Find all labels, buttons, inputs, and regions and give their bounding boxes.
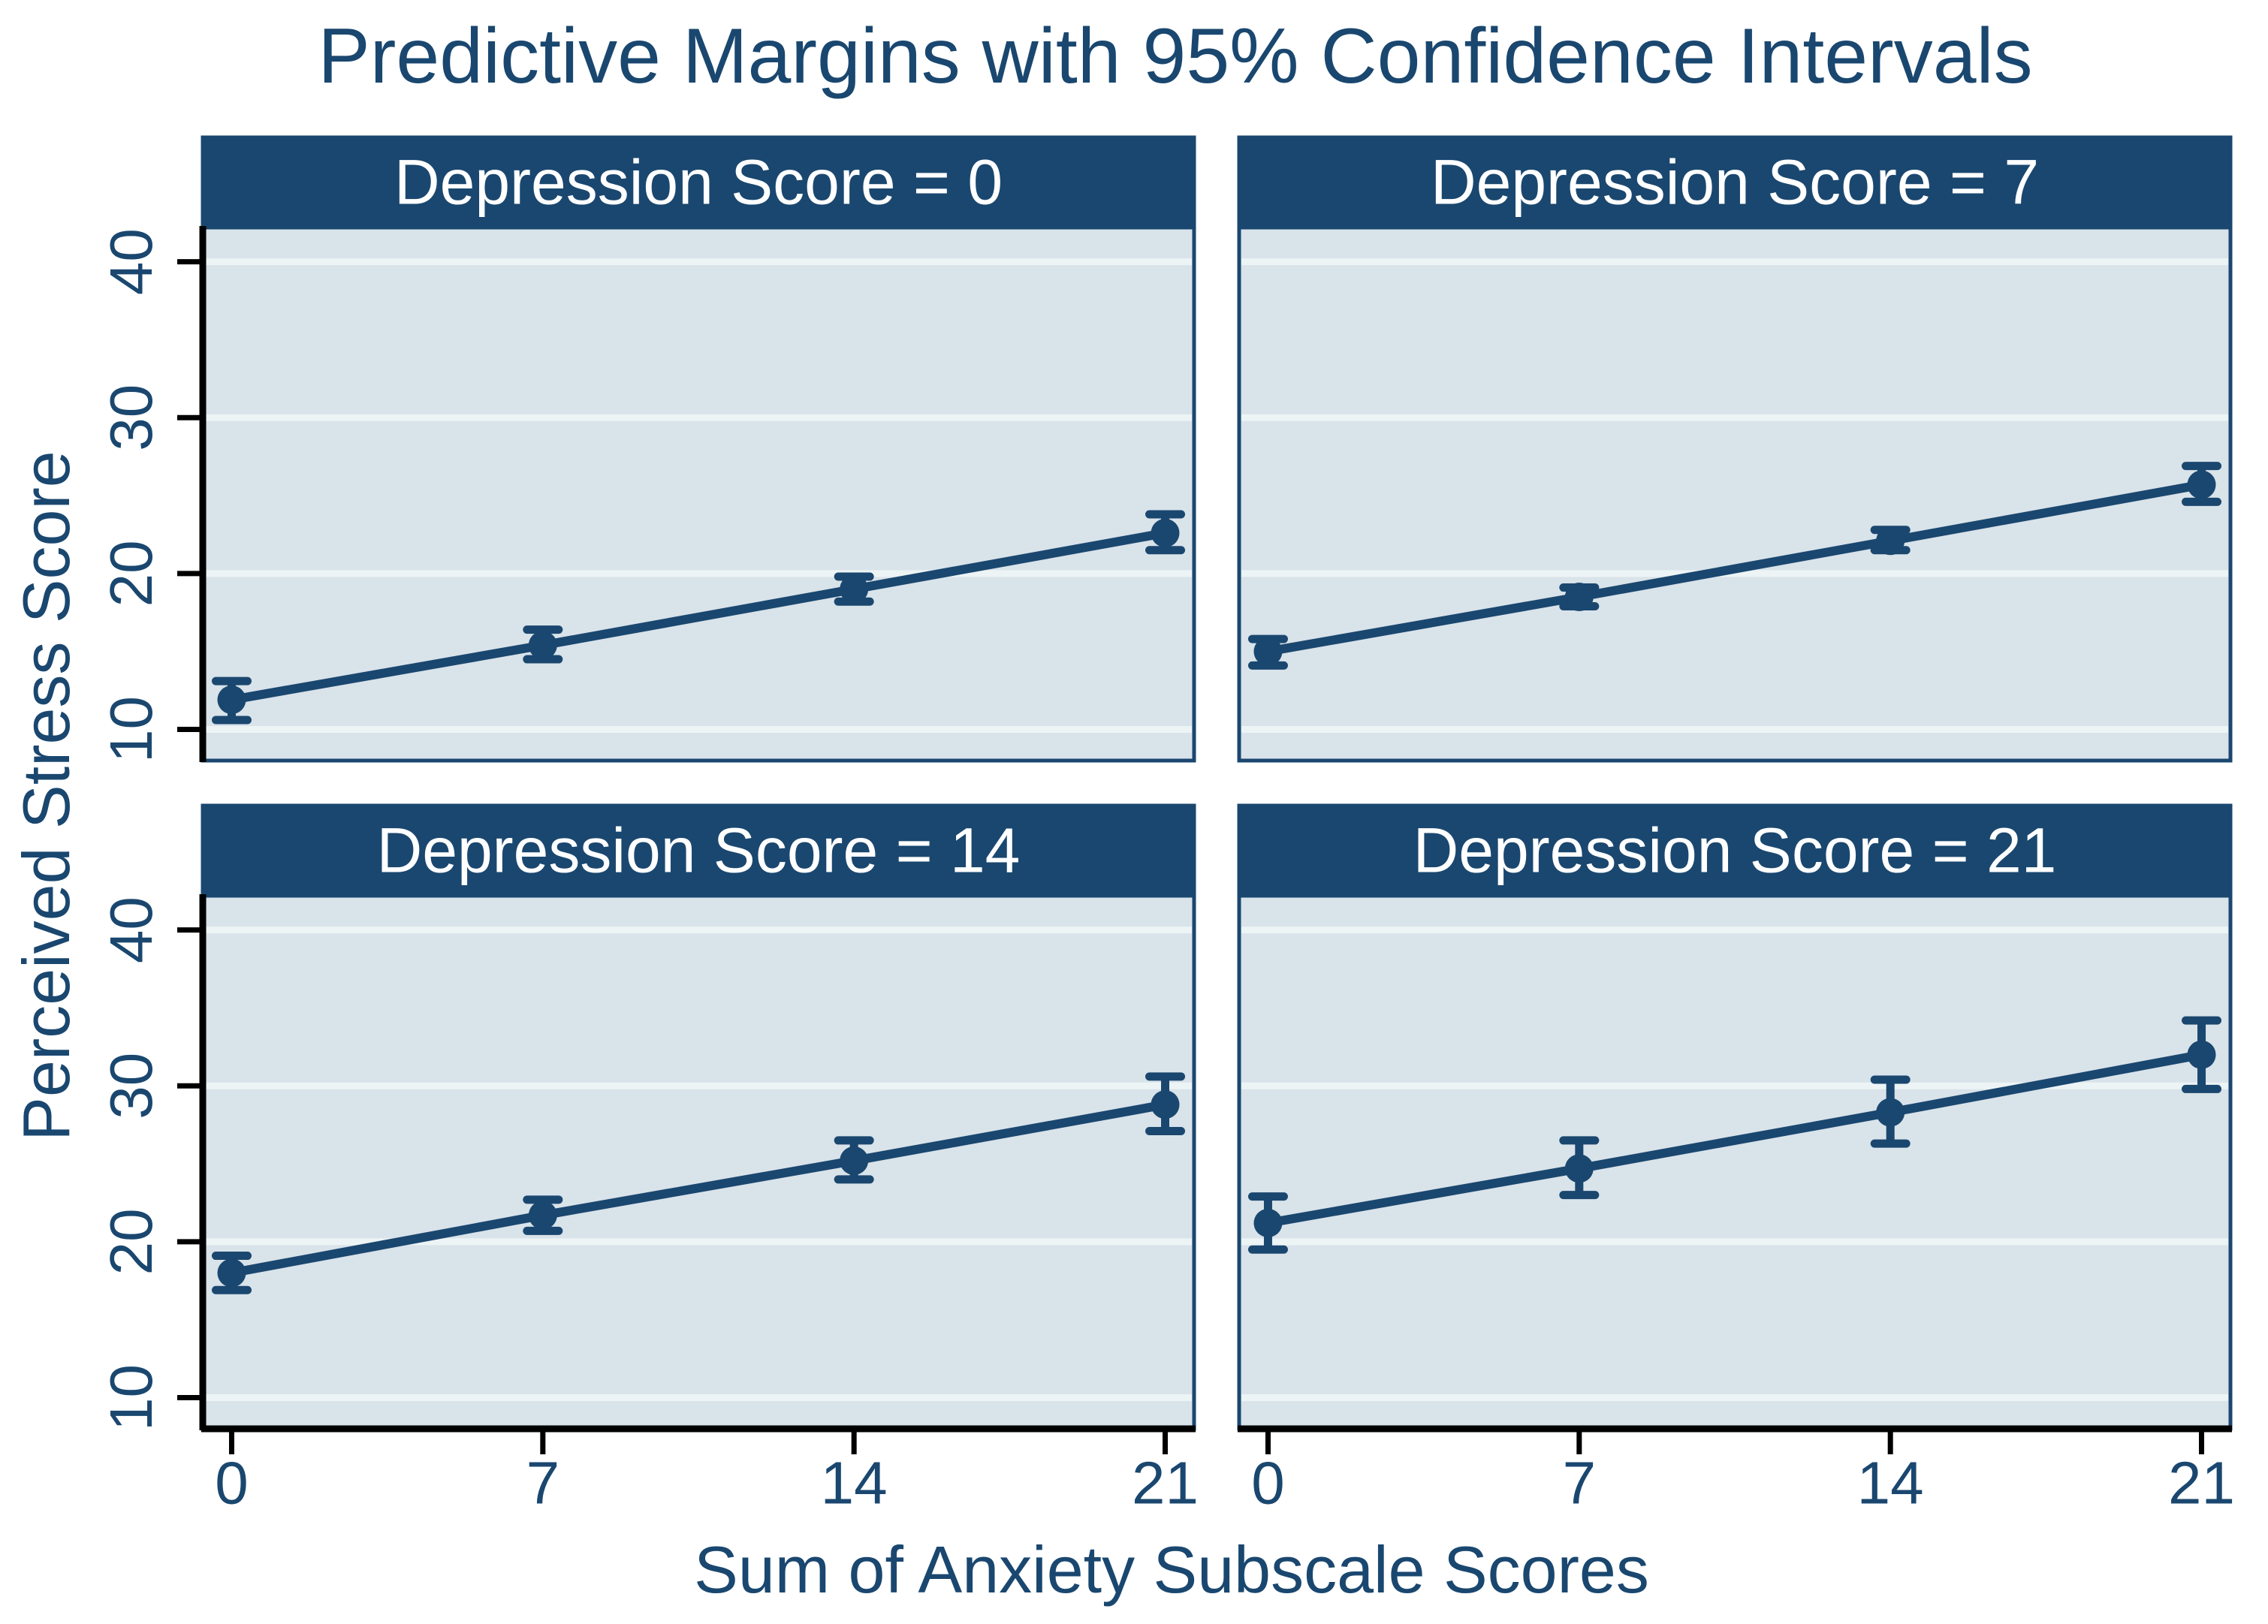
x-tick-label: 14 [1857,1450,1924,1517]
y-tick-label: 30 [98,384,164,451]
data-point [1876,526,1905,556]
panel-header-label: Depression Score = 14 [377,815,1021,886]
margin-line [231,528,1166,704]
panel-header [1239,806,2230,896]
chart-title: Predictive Margins with 95% Confidence I… [318,13,2033,100]
panel-3: Depression Score = 21 0 7 14 21 [1237,803,2235,1517]
panel-header-label: Depression Score = 7 [1431,147,2039,218]
y-axis-label-text: Perceived Stress Score [9,450,83,1141]
x-tick-label: 0 [215,1450,249,1517]
data-point [1253,637,1283,666]
panel-0: Depression Score = 0 10 20 30 40 [98,135,1196,763]
plot-area [1239,227,2230,761]
data-point [217,1258,246,1288]
data-point [528,1201,557,1230]
panel-header [203,806,1194,896]
x-tick-label: 0 [1251,1450,1285,1517]
y-tick-label: 10 [98,696,164,763]
x-tick-label: 21 [2168,1450,2235,1517]
data-point [1253,1208,1283,1237]
y-tick-label: 30 [98,1053,164,1119]
x-tick-label: 7 [1563,1450,1597,1517]
x-tick-label: 14 [821,1450,888,1517]
plot-area [203,896,1194,1429]
margin-line [1267,1050,2203,1228]
y-tick-label: 10 [98,1364,164,1431]
plot-area [1239,896,2230,1429]
data-point [1151,518,1180,547]
data-point [1151,1090,1180,1119]
panel-border [1237,135,2233,763]
data-point [217,685,246,715]
margin-line [1267,480,2203,656]
panel-2: Depression Score = 14 10 20 30 40 0 7 14 21 [98,803,1199,1517]
panel-header-label: Depression Score = 0 [394,147,1003,218]
x-tick-label: 7 [526,1450,560,1517]
margin-line [231,1100,1166,1278]
data-point [1564,583,1594,612]
data-point [528,631,557,660]
x-axis-label: Sum of Anxiety Subscale Scores [694,1532,1649,1607]
y-tick-label: 40 [98,228,164,295]
panel-1: Depression Score = 7 [1237,135,2233,763]
data-point [2187,470,2216,499]
y-tick-label: 20 [98,1208,164,1275]
data-point [2187,1040,2216,1069]
x-tick-label: 21 [1132,1450,1199,1517]
y-tick-label: 40 [98,896,164,963]
y-tick-label: 20 [98,540,164,607]
data-point [1564,1154,1594,1183]
panel-header [203,137,1194,227]
panel-header-label: Depression Score = 21 [1413,815,2057,886]
data-point [840,574,869,604]
panel-header [1239,137,2230,227]
data-point [1876,1098,1905,1127]
data-point [840,1146,869,1175]
